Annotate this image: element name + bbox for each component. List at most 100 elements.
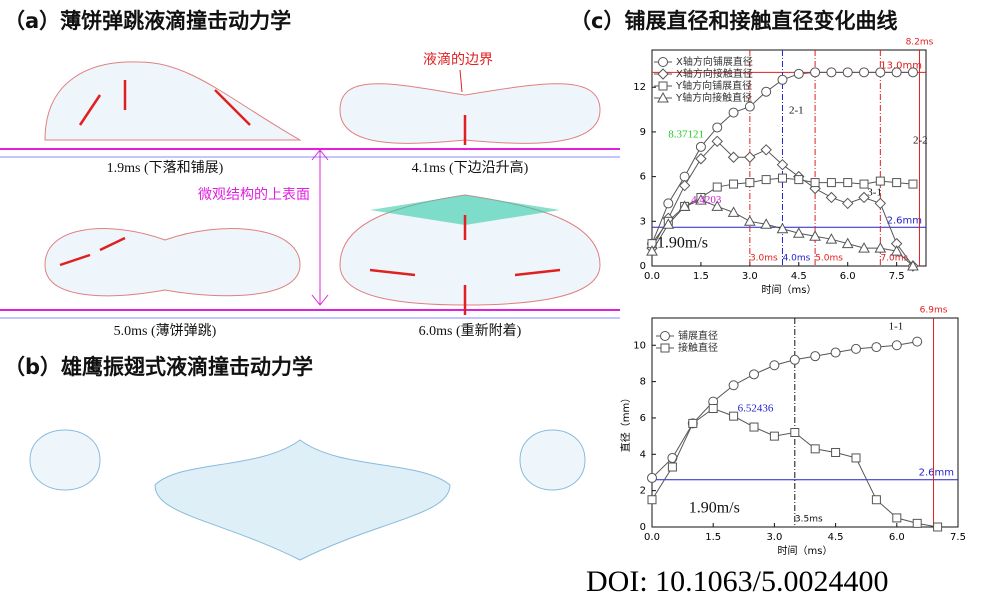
marker bbox=[658, 57, 668, 67]
marker bbox=[777, 173, 787, 183]
marker bbox=[908, 179, 918, 189]
marker bbox=[859, 179, 869, 189]
marker bbox=[890, 245, 903, 256]
marker bbox=[647, 472, 657, 483]
annotation: 2-2 bbox=[913, 134, 928, 146]
marker bbox=[810, 351, 821, 362]
x-tick-label: 0.0 bbox=[644, 271, 660, 282]
marker bbox=[769, 431, 779, 441]
annotation: 8.37121 bbox=[668, 128, 704, 140]
marker bbox=[761, 175, 771, 185]
marker bbox=[776, 158, 789, 171]
frame-caption: 4.1ms (下边沿升高) bbox=[412, 159, 529, 176]
panel-b-title: （b）雄鹰振翅式液滴撞击动力学 bbox=[4, 355, 313, 379]
marker bbox=[712, 182, 722, 192]
marker bbox=[789, 354, 800, 365]
annotation: 1-1 bbox=[889, 321, 904, 333]
marker bbox=[695, 141, 706, 152]
frame-caption: 6.0ms (重新附着) bbox=[419, 323, 522, 339]
reference-label: 3.0ms bbox=[750, 254, 778, 264]
x-tick-label: 4.5 bbox=[791, 271, 807, 282]
marker bbox=[760, 218, 773, 229]
marker bbox=[749, 369, 759, 380]
marker bbox=[907, 259, 919, 271]
annotation: 1.90m/s bbox=[657, 234, 708, 251]
marker bbox=[810, 178, 820, 188]
marker bbox=[843, 178, 853, 188]
marker bbox=[695, 153, 707, 165]
marker bbox=[851, 453, 861, 463]
marker bbox=[776, 222, 789, 234]
annotation: 4.4203 bbox=[691, 194, 722, 206]
y-tick-label: 8 bbox=[640, 377, 646, 388]
marker bbox=[711, 200, 724, 211]
x-tick-label: 7.5 bbox=[950, 532, 966, 543]
marker bbox=[851, 343, 861, 354]
marker bbox=[842, 67, 853, 78]
y-tick-label: 4 bbox=[640, 449, 646, 460]
reference-label: 2.6mm bbox=[887, 215, 922, 226]
reference-label: 3.5ms bbox=[795, 515, 823, 525]
y-tick-label: 6 bbox=[640, 172, 646, 183]
y-tick-label: 12 bbox=[633, 82, 646, 93]
marker bbox=[841, 237, 854, 249]
marker bbox=[647, 495, 657, 505]
frame-caption: 5.0ms (薄饼弹跳) bbox=[114, 323, 217, 339]
marker bbox=[727, 151, 740, 163]
surface-label: 微观结构的上表面 bbox=[198, 187, 310, 203]
marker bbox=[749, 422, 759, 432]
marker bbox=[663, 198, 674, 209]
y-tick-label: 0 bbox=[640, 522, 646, 533]
marker bbox=[695, 194, 707, 205]
marker bbox=[842, 197, 854, 210]
y-tick-label: 9 bbox=[640, 127, 646, 138]
y-axis-label: 直径（mm） bbox=[619, 393, 632, 452]
marker bbox=[662, 218, 675, 229]
frame-caption: 1.9ms (下落和铺展) bbox=[107, 160, 224, 176]
series-line bbox=[651, 341, 918, 479]
marker bbox=[794, 175, 804, 185]
chart: 0.0 1.5 3.0 4.5 6.0 7.5 0 2 4 6 8 10 时间（ms） 直径（mm） 2.6… bbox=[619, 306, 966, 558]
marker bbox=[660, 343, 670, 353]
x-axis-label: 时间（ms） bbox=[778, 544, 833, 557]
reference-label: 7.0ms bbox=[880, 254, 908, 264]
y-tick-label: 10 bbox=[633, 340, 646, 351]
marker bbox=[826, 67, 837, 78]
marker bbox=[826, 178, 836, 188]
marker bbox=[874, 197, 887, 210]
panel-c-title: （c）铺展直径和接触直径变化曲线 bbox=[570, 9, 897, 33]
marker bbox=[875, 67, 886, 78]
marker bbox=[810, 67, 821, 78]
reference-label: 6.9ms bbox=[920, 306, 948, 316]
legend-label: Y轴方向接触直径 bbox=[675, 91, 752, 104]
marker bbox=[790, 427, 800, 437]
reference-label: 13.0mm bbox=[880, 60, 922, 71]
marker bbox=[744, 151, 756, 163]
marker bbox=[912, 518, 922, 528]
marker bbox=[744, 101, 755, 112]
marker bbox=[727, 206, 740, 217]
reference-label: 5.0ms bbox=[815, 254, 843, 264]
x-axis-label: 时间（ms） bbox=[762, 283, 817, 296]
y-tick-label: 6 bbox=[640, 413, 646, 424]
plot-frame bbox=[651, 49, 927, 267]
x-tick-label: 6.0 bbox=[889, 532, 905, 543]
marker bbox=[793, 68, 804, 79]
plot-frame bbox=[651, 317, 959, 528]
marker bbox=[912, 336, 923, 347]
legend-label: X轴方向铺展直径 bbox=[676, 55, 753, 68]
marker bbox=[678, 179, 691, 192]
marker bbox=[858, 242, 870, 253]
marker bbox=[769, 360, 780, 371]
panel-a-title: （a）薄饼弹跳液滴撞击动力学 bbox=[4, 9, 291, 33]
marker bbox=[711, 135, 723, 148]
marker bbox=[729, 411, 739, 421]
annotation: 6.52436 bbox=[738, 402, 774, 414]
marker bbox=[858, 191, 870, 204]
x-tick-label: 4.5 bbox=[828, 532, 844, 543]
marker bbox=[657, 68, 669, 80]
marker bbox=[892, 513, 902, 523]
x-tick-label: 0.0 bbox=[644, 532, 660, 543]
marker bbox=[891, 340, 902, 351]
